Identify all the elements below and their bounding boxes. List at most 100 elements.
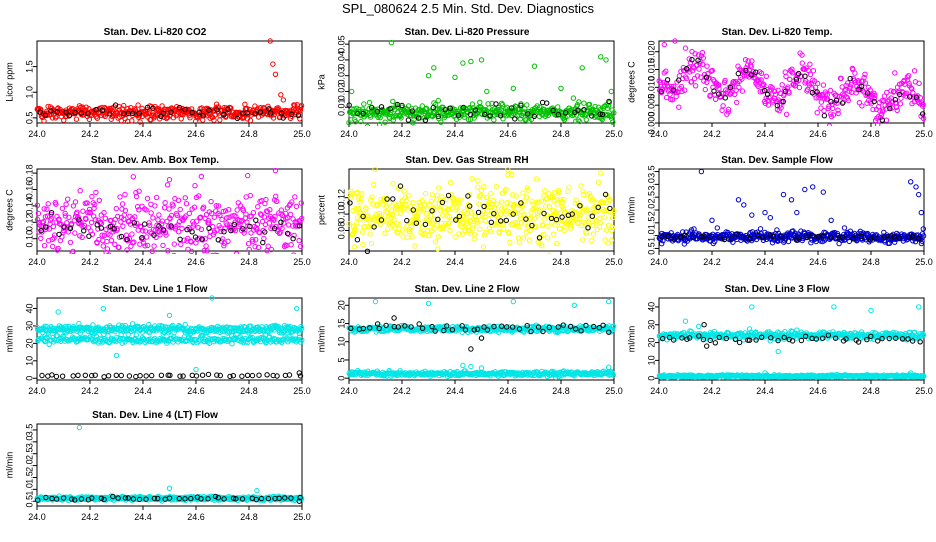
x-tick-label: 25.0	[293, 257, 311, 267]
data-point	[506, 168, 510, 172]
data-point	[579, 184, 583, 188]
data-point	[130, 232, 134, 236]
data-point	[383, 231, 387, 235]
data-point	[114, 373, 118, 377]
data-point	[768, 216, 772, 220]
data-point	[392, 316, 396, 320]
data-point	[853, 71, 857, 75]
data-point	[288, 212, 292, 216]
x-tick-label: 24.6	[499, 386, 517, 396]
data-point	[371, 182, 375, 186]
data-point	[297, 238, 301, 242]
data-point	[582, 101, 586, 105]
data-point	[246, 242, 250, 246]
data-point	[386, 227, 390, 231]
data-point	[231, 260, 235, 264]
y-tick-label: 20	[336, 300, 346, 310]
data-point	[143, 229, 147, 233]
data-point	[45, 207, 49, 211]
data-point	[362, 102, 366, 106]
data-point	[721, 104, 725, 108]
data-point	[352, 245, 356, 249]
y-tick-label: 10	[24, 356, 34, 366]
data-point	[848, 76, 852, 80]
points-layer	[35, 39, 304, 124]
data-point	[534, 177, 538, 181]
y-tick-label: 3.5	[646, 165, 656, 178]
x-tick-label: 24.8	[862, 386, 880, 396]
x-tick-label: 25.0	[605, 386, 623, 396]
y-tick-label: 0	[24, 376, 34, 381]
x-tick-label: 24.0	[28, 129, 46, 139]
x-tick-label: 25.0	[605, 129, 623, 139]
x-tick-label: 24.6	[809, 257, 827, 267]
data-point	[602, 215, 606, 219]
data-point	[410, 235, 414, 239]
data-point	[478, 227, 482, 231]
data-point	[365, 124, 369, 128]
x-tick-label: 24.6	[187, 386, 205, 396]
data-point	[551, 232, 555, 236]
x-tick-label: 24.0	[650, 257, 668, 267]
x-tick-label: 24.8	[240, 129, 258, 139]
y-tick-label: 15	[336, 319, 346, 329]
y-tick-label: 10	[336, 337, 346, 347]
y-tick-label: 0	[336, 376, 346, 381]
data-point	[51, 224, 55, 228]
data-point	[511, 86, 515, 90]
y-tick-label: 30	[24, 321, 34, 331]
x-tick-label: 24.6	[187, 129, 205, 139]
y-axis-label: Licor ppm	[4, 62, 14, 102]
y-tick-label: 40	[24, 303, 34, 313]
x-tick-label: 24.4	[756, 257, 774, 267]
x-tick-label: 24.4	[756, 129, 774, 139]
data-point	[860, 104, 864, 108]
data-point	[469, 347, 473, 351]
data-point	[245, 373, 249, 377]
data-point	[40, 373, 44, 377]
data-point	[525, 195, 529, 199]
data-point	[234, 252, 238, 256]
data-point	[194, 367, 198, 371]
data-point	[65, 221, 69, 225]
data-point	[51, 244, 55, 248]
data-point	[426, 233, 430, 237]
x-tick-label: 24.4	[446, 257, 464, 267]
data-point	[479, 218, 483, 222]
x-tick-label: 24.8	[552, 386, 570, 396]
data-point	[555, 241, 559, 245]
x-tick-label: 24.8	[552, 129, 570, 139]
data-point	[481, 245, 485, 249]
y-tick-label: 0.5	[646, 242, 656, 255]
data-point	[567, 185, 571, 189]
data-point	[299, 201, 303, 205]
y-tick-label: 0.10	[336, 205, 346, 223]
data-point	[60, 206, 64, 210]
data-point	[461, 363, 465, 367]
data-point	[226, 239, 230, 243]
data-point	[919, 210, 923, 214]
y-tick-label: 1.0	[646, 229, 656, 242]
y-tick-label: 1.5	[646, 217, 656, 230]
x-tick-label: 24.4	[446, 129, 464, 139]
data-point	[434, 240, 438, 244]
data-point	[76, 373, 80, 377]
x-tick-label: 24.4	[134, 129, 152, 139]
data-point	[508, 240, 512, 244]
data-point	[446, 193, 450, 197]
x-tick-label: 24.6	[187, 257, 205, 267]
x-tick-label: 24.6	[499, 257, 517, 267]
data-point	[184, 202, 188, 206]
data-point	[479, 366, 483, 370]
data-point	[64, 202, 68, 206]
data-point	[138, 120, 142, 124]
x-tick-label: 24.4	[756, 386, 774, 396]
x-tick-label: 24.2	[703, 129, 721, 139]
data-point	[160, 219, 164, 223]
y-tick-label: 0.12	[336, 189, 346, 207]
